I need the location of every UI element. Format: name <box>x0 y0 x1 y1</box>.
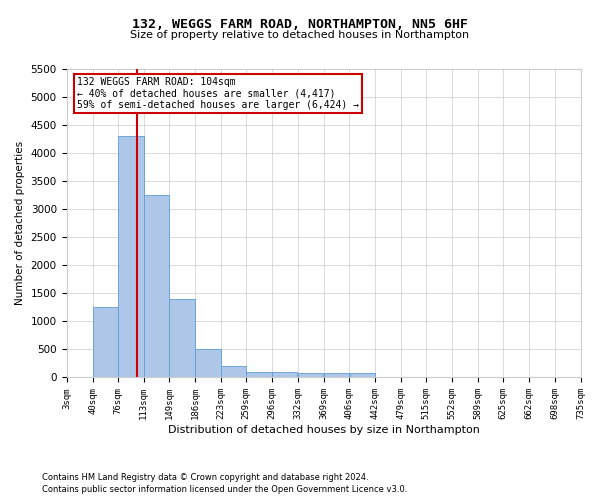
Bar <box>144 195 169 378</box>
Text: 132, WEGGS FARM ROAD, NORTHAMPTON, NN5 6HF: 132, WEGGS FARM ROAD, NORTHAMPTON, NN5 6… <box>132 18 468 30</box>
Bar <box>169 299 195 378</box>
Bar <box>323 374 349 378</box>
Text: Size of property relative to detached houses in Northampton: Size of property relative to detached ho… <box>130 30 470 40</box>
Bar <box>247 372 272 378</box>
Y-axis label: Number of detached properties: Number of detached properties <box>15 141 25 306</box>
X-axis label: Distribution of detached houses by size in Northampton: Distribution of detached houses by size … <box>167 425 479 435</box>
Text: Contains HM Land Registry data © Crown copyright and database right 2024.: Contains HM Land Registry data © Crown c… <box>42 472 368 482</box>
Bar <box>195 350 221 378</box>
Text: 132 WEGGS FARM ROAD: 104sqm
← 40% of detached houses are smaller (4,417)
59% of : 132 WEGGS FARM ROAD: 104sqm ← 40% of det… <box>77 76 359 110</box>
Bar <box>92 308 118 378</box>
Text: Contains public sector information licensed under the Open Government Licence v3: Contains public sector information licen… <box>42 485 407 494</box>
Bar <box>350 374 374 378</box>
Bar <box>298 374 323 378</box>
Bar <box>272 372 298 378</box>
Bar <box>221 366 246 378</box>
Bar <box>118 136 143 378</box>
